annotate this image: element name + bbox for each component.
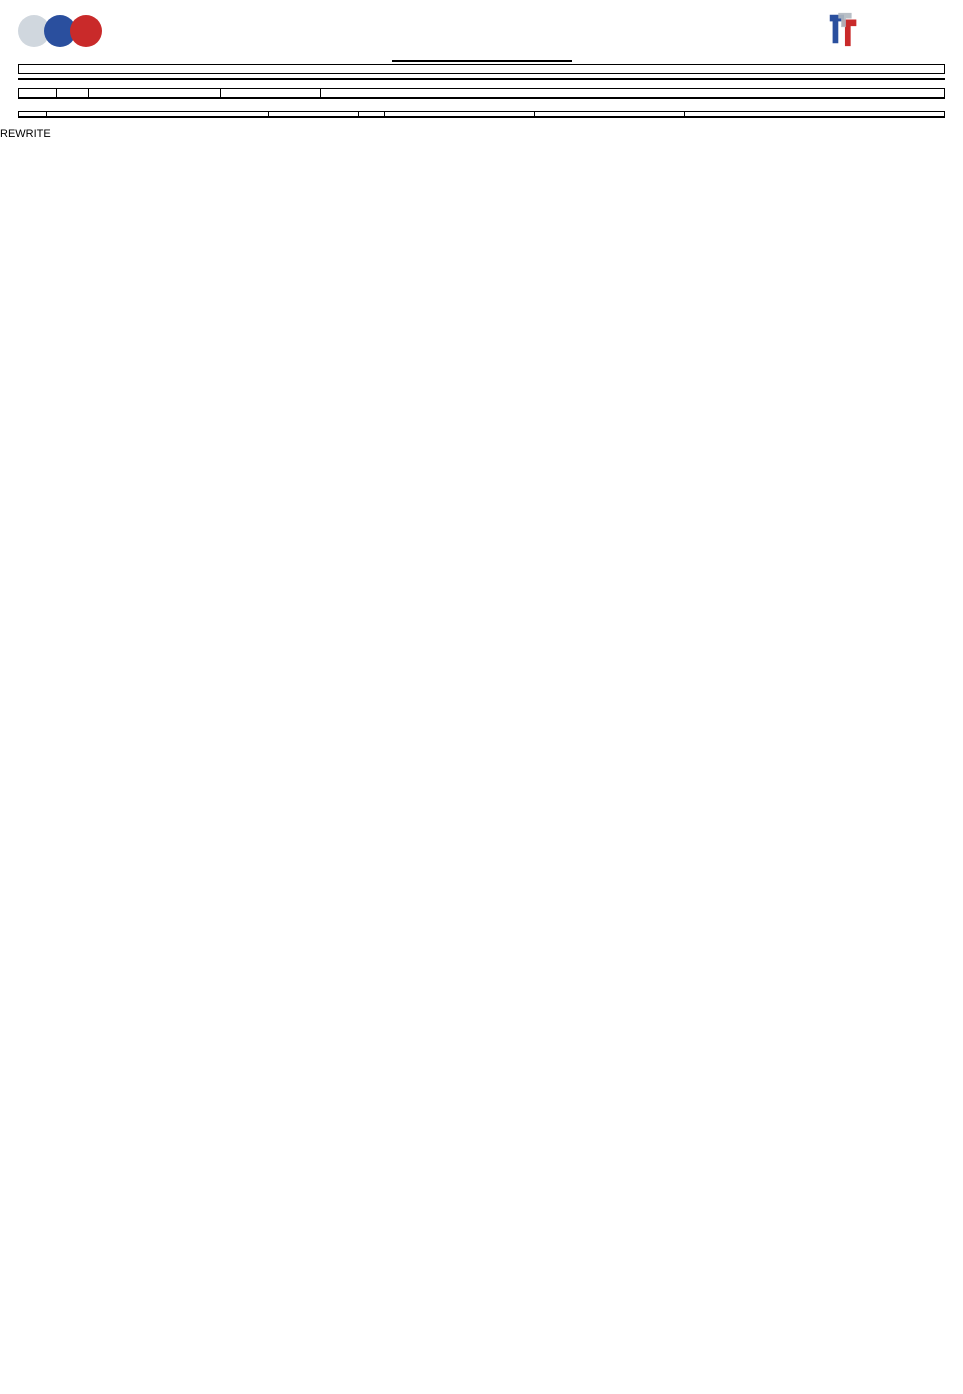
footer-header-row — [19, 112, 944, 117]
hdr-rf — [788, 89, 944, 97]
footer-block — [18, 111, 945, 118]
fh-seeded — [47, 112, 269, 116]
fh-wait — [385, 112, 535, 116]
page-header — [18, 10, 945, 52]
fh-pts — [269, 112, 359, 116]
fh-wait-no — [359, 112, 385, 116]
title-box — [18, 64, 945, 74]
hdr-city — [221, 89, 321, 97]
rtt-logo — [825, 10, 945, 48]
ftr-logo-icon — [18, 10, 118, 52]
hdr-r16 — [321, 89, 477, 97]
bracket — [18, 88, 945, 99]
hdr-status — [19, 89, 57, 97]
fh-present — [685, 112, 944, 116]
hdr-r4 — [633, 89, 789, 97]
hdr-name — [89, 89, 221, 97]
fh-no — [19, 112, 47, 116]
meta-row — [18, 78, 945, 80]
bracket-header — [19, 89, 944, 98]
hdr-r8 — [477, 89, 633, 97]
hdr-seed — [57, 89, 89, 97]
fh-repl — [535, 112, 685, 116]
rtt-logo-icon — [825, 10, 863, 48]
header-left — [18, 10, 128, 52]
tournament-name-label — [392, 60, 572, 62]
